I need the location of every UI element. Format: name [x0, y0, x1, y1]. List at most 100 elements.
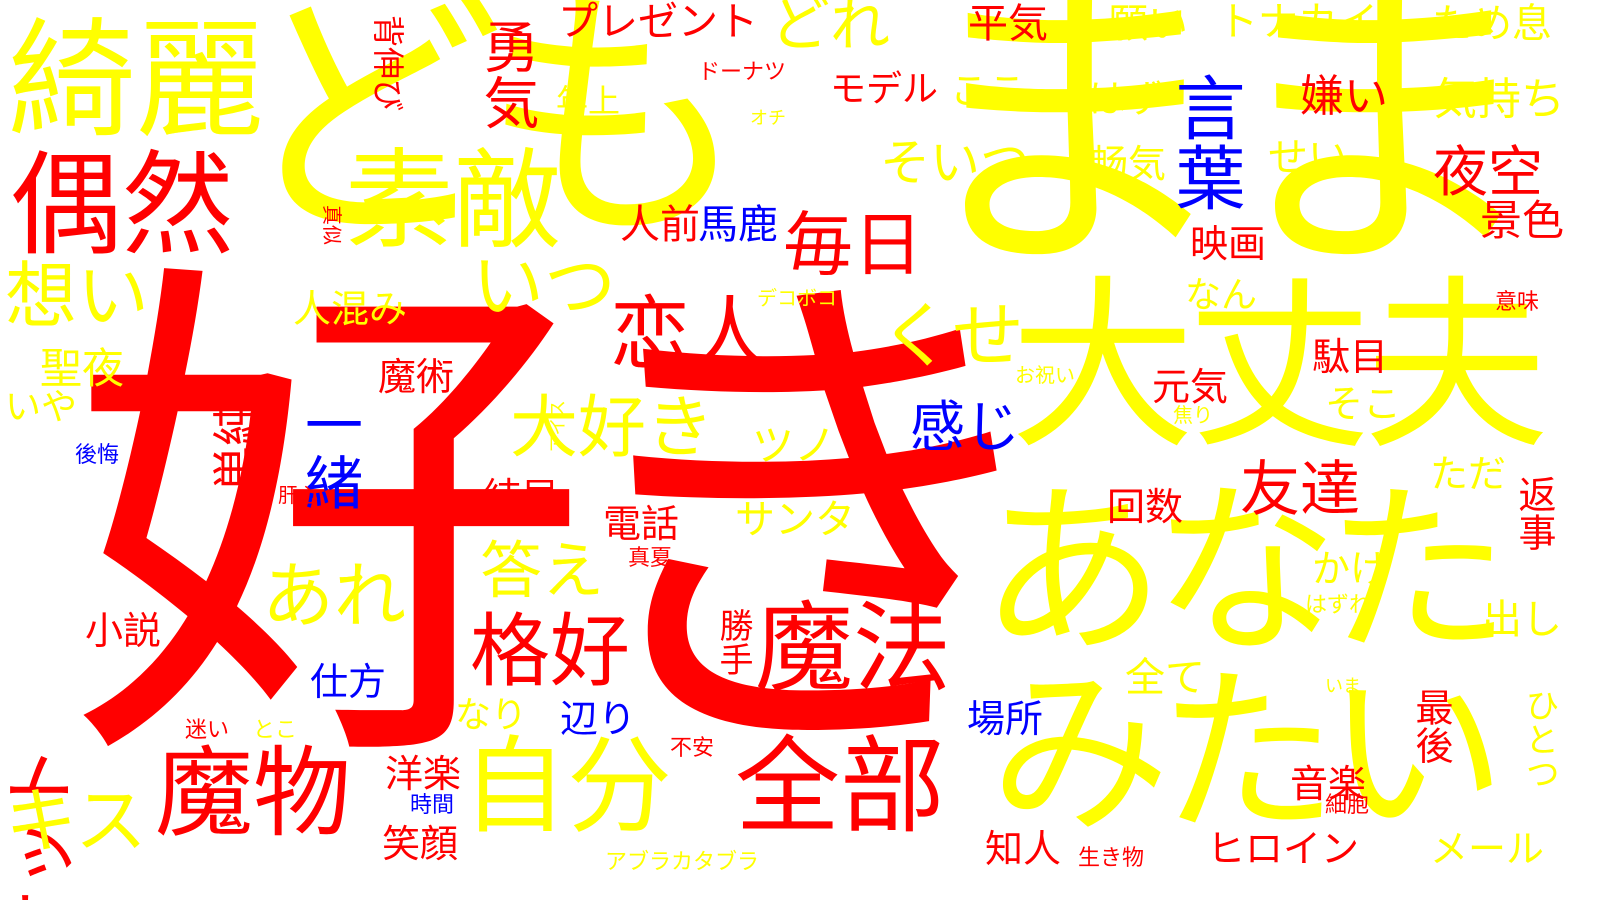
- word-tonakai: トナカイ: [1218, 0, 1378, 45]
- word-atari: 辺り: [560, 697, 637, 741]
- word-zenbu: 全部: [735, 726, 946, 848]
- word-koukai: 後悔: [75, 443, 120, 468]
- word-fuan: 不安: [670, 736, 715, 761]
- word-kekkyoku: 結局: [483, 475, 560, 519]
- word-shousetsu: 小説: [85, 609, 162, 653]
- word-toshiue: 年上: [556, 82, 621, 120]
- word-kotae: 答え: [480, 534, 605, 607]
- word-tada: ただ: [1430, 452, 1507, 496]
- word-nari: なり: [455, 695, 528, 736]
- word-meeru: メール: [1430, 827, 1545, 871]
- word-katte: 勝手: [713, 608, 753, 676]
- word-majutsu: 魔術: [378, 355, 455, 399]
- word-yuuki: 勇気: [474, 18, 539, 130]
- word-denwa: 電話: [603, 502, 680, 546]
- word-seiya: 聖夜: [40, 344, 125, 393]
- word-mamono: 魔物: [155, 737, 352, 851]
- word-soitsu: そいつ: [880, 134, 1030, 192]
- word-tomodachi: 友達: [1240, 455, 1360, 525]
- word-imi: 意味: [1495, 290, 1540, 315]
- word-heiki: 平気: [968, 1, 1048, 47]
- word-chijin: 知人: [985, 827, 1062, 871]
- word-shikata: 仕方: [310, 660, 387, 704]
- word-youki: 畅気: [1090, 142, 1167, 186]
- word-ikimono: 生き物: [1078, 846, 1145, 871]
- word-dekoboko: デコボコ: [757, 286, 837, 310]
- word-saibou: 細胞: [1325, 793, 1370, 818]
- word-purezento: プレゼント: [558, 0, 758, 45]
- word-hazure: はずれ: [1305, 593, 1372, 618]
- word-oiwai: お祝い: [1015, 363, 1075, 387]
- word-koko: ここ: [950, 69, 1027, 113]
- word-soko: そこ: [1325, 382, 1402, 426]
- word-kirai: 嫌い: [1300, 71, 1388, 122]
- word-sei: せい: [1268, 135, 1348, 181]
- word-hitogomi: 人混み: [293, 287, 408, 331]
- word-santa: サンタ: [735, 497, 855, 543]
- word-jikan: 時間: [410, 793, 455, 818]
- word-daijoubu: 大丈夫: [1010, 259, 1549, 475]
- word-omoi: 想い: [5, 254, 150, 338]
- word-aseri: 焦り: [1173, 403, 1213, 427]
- word-hiroin: ヒロイン: [1207, 827, 1360, 871]
- word-kisu: キス: [5, 779, 147, 863]
- word-mainichi: 毎日: [783, 204, 923, 286]
- word-hitotsu: ひとつ: [1519, 688, 1559, 790]
- word-suteki: 素敵: [345, 139, 562, 264]
- word-nan: なん: [1185, 275, 1258, 316]
- word-kakkou: 格好: [470, 605, 630, 698]
- word-mane: 真似: [320, 205, 344, 245]
- word-senobi: 背伸び: [369, 15, 407, 112]
- word-henji: 返事: [1512, 475, 1556, 551]
- word-tanjun: 単純: [209, 400, 263, 492]
- word-aburakatabura: アブラカタブラ: [605, 850, 760, 875]
- word-mama: まま: [905, 0, 1545, 317]
- word-hitomae: 人前: [620, 202, 700, 248]
- word-koibito: 恋人: [610, 288, 770, 381]
- word-eiga: 映画: [1190, 222, 1267, 266]
- word-baka: 馬鹿: [698, 202, 778, 248]
- word-saigo: 最後: [1409, 688, 1453, 764]
- word-kake: かけ: [1312, 547, 1389, 591]
- word-itsu: いつ: [472, 244, 617, 328]
- word-are: あれ: [262, 554, 407, 638]
- word-issho: 一緒: [295, 395, 363, 511]
- word-mayoi: 迷い: [185, 718, 230, 743]
- word-basho: 場所: [967, 697, 1044, 741]
- word-doonatsu: ドーナツ: [698, 60, 787, 85]
- word-dame: 駄目: [1312, 335, 1389, 379]
- word-tsuno: ツノ: [752, 421, 837, 470]
- word-mitai: みたい: [990, 650, 1506, 859]
- word-dore: どれ: [770, 0, 890, 60]
- word-jibun: 自分: [462, 726, 673, 848]
- word-dashi: 出し: [1482, 597, 1562, 643]
- word-kimochi: 気持ち: [1433, 74, 1565, 125]
- word-mahou: 魔法: [755, 592, 952, 706]
- word-kotoba: 言葉: [1164, 72, 1246, 212]
- word-kuse: くせ: [880, 294, 1025, 378]
- word-aisu: アイス: [548, 400, 569, 453]
- word-hazu: はず: [1088, 77, 1165, 121]
- word-negai: 願い: [1108, 1, 1188, 47]
- word-egao: 笑顔: [382, 822, 459, 866]
- word-moderu: モデル: [830, 69, 939, 110]
- word-kaisuu: 回数: [1107, 485, 1184, 529]
- word-kanji: 感じ: [910, 395, 1021, 459]
- word-kanjin: 肝心: [278, 483, 318, 507]
- word-kirei: 綺麗: [8, 7, 265, 156]
- word-keshiki: 景色: [1480, 196, 1565, 245]
- word-manatsu: 真夏: [628, 546, 673, 571]
- word-tameiki: ため息: [1432, 1, 1552, 47]
- word-ima: いま: [1325, 676, 1361, 697]
- word-suki: 好き: [70, 222, 1070, 828]
- word-ochi: オチ: [750, 108, 786, 129]
- word-subete: 全て: [1125, 655, 1205, 701]
- word-yozora: 夜空: [1433, 140, 1544, 204]
- word-anata: あなた: [980, 464, 1511, 680]
- word-iya: いや: [5, 387, 78, 428]
- word-domo: ども: [235, 0, 750, 277]
- word-ongaku: 音楽: [1290, 762, 1367, 806]
- word-yougaku: 洋楽: [385, 752, 462, 796]
- word-daisuki: 大好き: [510, 389, 715, 468]
